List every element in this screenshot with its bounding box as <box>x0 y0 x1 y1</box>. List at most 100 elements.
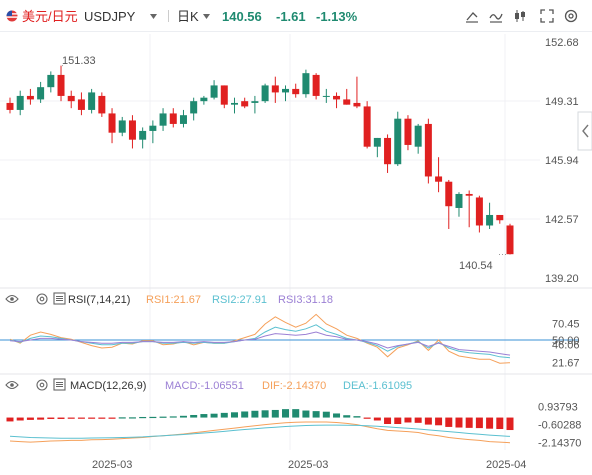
macd-bar <box>128 417 136 419</box>
rsi2-value: RSI2:27.91 <box>212 294 267 306</box>
indicator-icon[interactable] <box>488 9 504 23</box>
macd-value: MACD:-1.06551 <box>165 380 244 392</box>
rsi3-line <box>9 331 511 356</box>
candle <box>179 115 187 124</box>
indicator-menu-icon[interactable] <box>53 292 66 305</box>
candle <box>486 214 494 226</box>
candle <box>373 137 381 147</box>
candle <box>88 92 96 110</box>
settings-icon[interactable] <box>563 9 579 23</box>
macd-bar <box>220 412 228 418</box>
pair-name[interactable]: 美元/日元 <box>22 9 78 24</box>
candle <box>261 85 269 102</box>
candle <box>118 120 126 133</box>
macd-bar <box>435 417 443 426</box>
macd-bar <box>26 417 34 420</box>
macd-bar <box>261 410 269 418</box>
price-change: -1.61 <box>276 9 306 24</box>
macd-bar <box>302 410 310 418</box>
macd-bar <box>455 417 463 428</box>
candle <box>424 123 432 177</box>
rsi-tick-label: 21.67 <box>552 358 580 370</box>
macd-bar <box>241 411 249 418</box>
gear-icon[interactable] <box>36 379 48 391</box>
chevron-down-icon[interactable] <box>150 14 157 19</box>
rsi-tick-label: 50.00 <box>552 335 580 347</box>
timeframe-selector[interactable]: 日K <box>177 9 199 24</box>
rsi3-value: RSI3:31.18 <box>278 294 333 306</box>
macd-bar <box>414 417 422 423</box>
candle <box>475 197 483 226</box>
candle <box>404 118 412 145</box>
macd-bar <box>353 416 361 418</box>
y-tick-label: 142.57 <box>545 214 579 226</box>
x-tick-label: 2025-03 <box>92 459 132 471</box>
candle <box>37 87 45 100</box>
fullscreen-icon[interactable] <box>539 9 555 23</box>
macd-bar <box>190 414 198 418</box>
macd-header: MACD(12,26,9) MACD:-1.06551 DIF:-2.14370… <box>5 378 412 392</box>
macd-bar <box>486 417 494 429</box>
macd-bar <box>475 417 483 429</box>
price-axis: 152.68 149.31 145.94 142.57 139.20 <box>545 37 579 285</box>
macd-bar <box>333 413 341 418</box>
y-tick-label: 149.31 <box>545 96 579 108</box>
rsi1-value: RSI1:21.67 <box>146 294 201 306</box>
indicator-menu-icon[interactable] <box>53 378 66 391</box>
eye-icon[interactable] <box>5 380 19 390</box>
candle <box>241 101 249 107</box>
macd-bar <box>292 409 300 418</box>
macd-bar <box>118 417 126 419</box>
macd-bar <box>343 415 351 418</box>
macd-bar <box>37 417 45 420</box>
rsi1-line <box>9 313 511 364</box>
macd-bar <box>210 413 218 418</box>
symbol-label[interactable]: USDJPY <box>84 9 136 24</box>
candle <box>6 102 14 110</box>
draw-line-icon[interactable] <box>464 9 480 23</box>
side-panel-toggle[interactable] <box>577 111 592 151</box>
macd-bar <box>363 417 371 419</box>
candle <box>302 73 310 95</box>
macd-bar <box>67 417 75 419</box>
macd-bar <box>465 417 473 428</box>
candle <box>384 137 392 165</box>
macd-bar <box>312 411 320 418</box>
macd-bar <box>424 417 432 425</box>
candle <box>445 181 453 207</box>
candle <box>343 99 351 105</box>
macd-bar <box>108 417 116 419</box>
macd-bar <box>149 416 157 419</box>
candlestick-series <box>6 65 514 256</box>
macd-bar <box>179 415 187 418</box>
candle <box>435 176 443 182</box>
candle <box>159 113 167 126</box>
dif-line <box>9 421 511 444</box>
macd-bar <box>230 412 238 418</box>
chevron-down-icon[interactable] <box>203 14 210 19</box>
macd-bar <box>271 409 279 418</box>
x-tick-label: 2025-03 <box>288 459 328 471</box>
candle <box>353 102 361 107</box>
macd-series <box>6 409 514 444</box>
macd-tick-label: -2.14370 <box>538 438 581 450</box>
macd-bar <box>384 417 392 424</box>
y-tick-label: 139.20 <box>545 273 579 285</box>
gear-icon[interactable] <box>36 293 48 305</box>
macd-bar <box>98 417 106 419</box>
macd-bar <box>373 417 381 421</box>
divider <box>168 10 169 22</box>
candle <box>455 193 463 208</box>
macd-bar <box>6 417 14 422</box>
macd-bar <box>47 417 55 419</box>
candle-type-icon[interactable] <box>512 9 528 23</box>
candle <box>210 85 218 98</box>
candle <box>77 99 85 110</box>
candle <box>67 95 75 102</box>
eye-icon[interactable] <box>5 294 19 304</box>
macd-bar <box>169 416 177 418</box>
rsi-label: RSI(7,14,21) <box>68 294 130 306</box>
macd-bar <box>322 411 330 418</box>
macd-bar <box>496 417 504 430</box>
